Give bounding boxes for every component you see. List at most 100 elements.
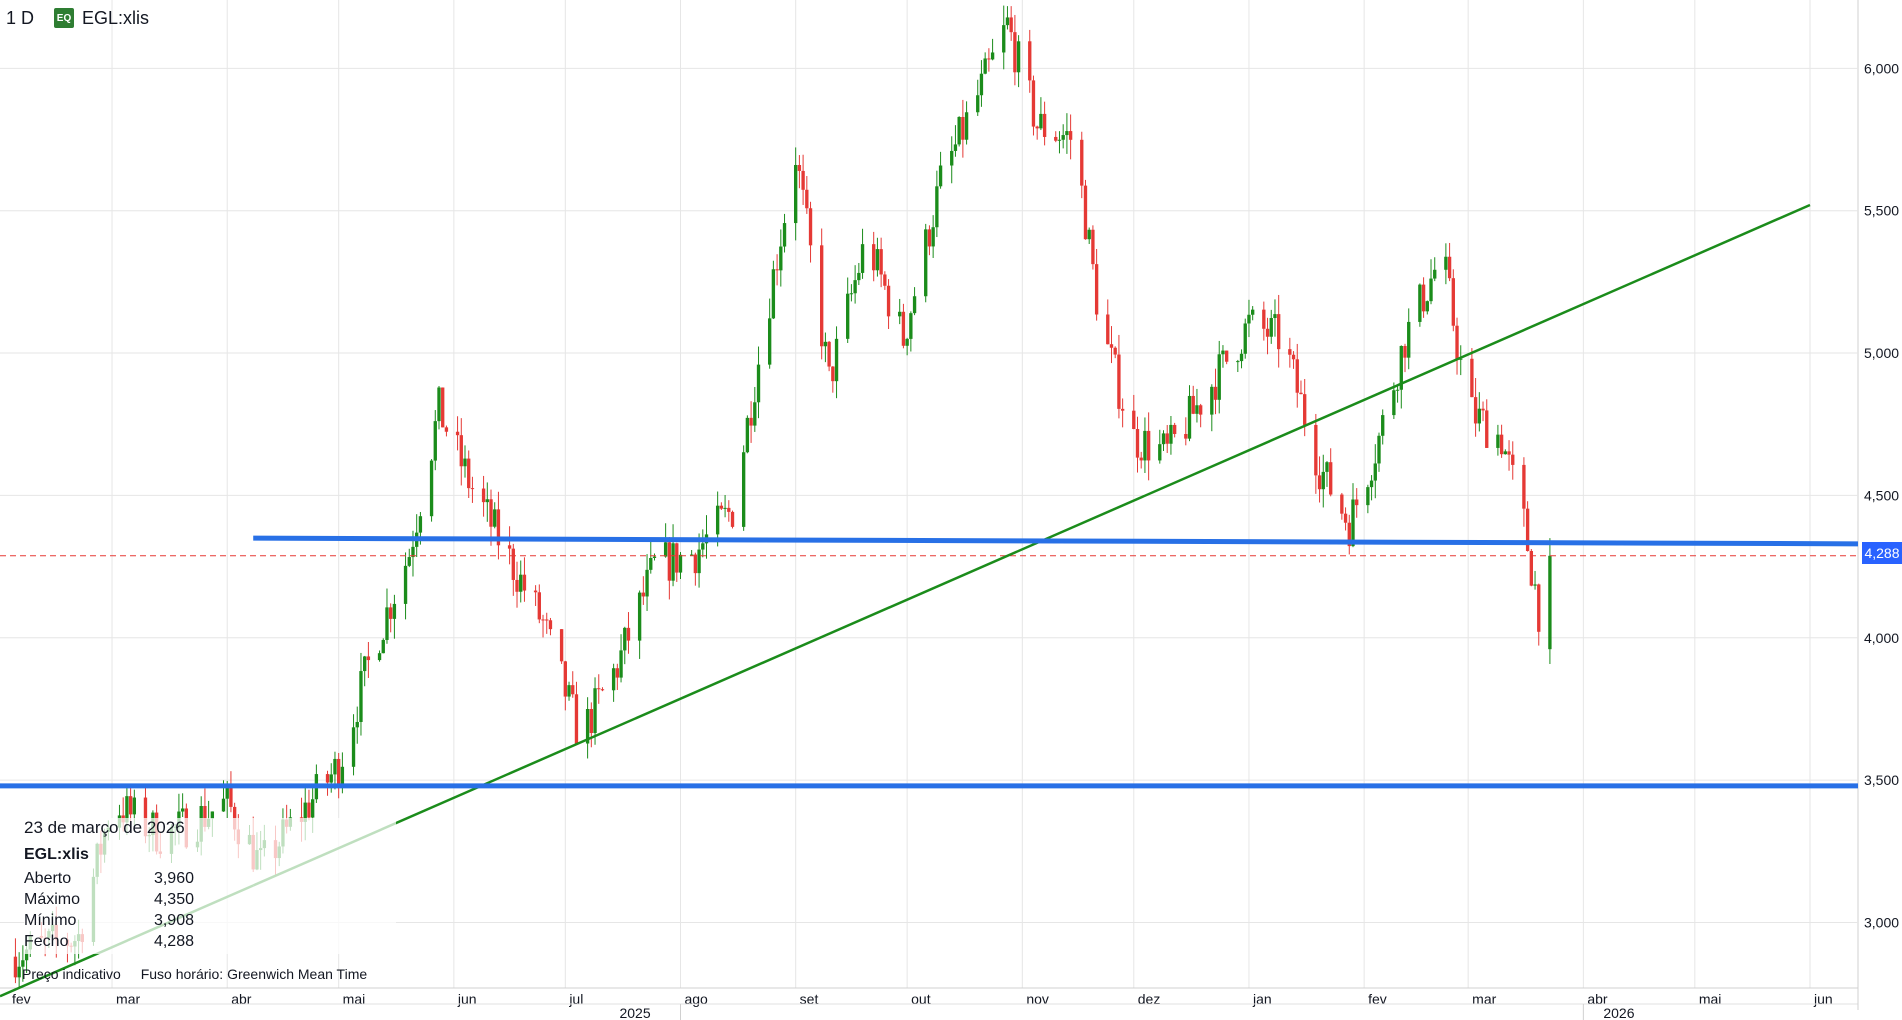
candle-body: [1165, 433, 1169, 444]
timezone-note: Fuso horário: Greenwich Mean Time: [140, 966, 368, 982]
x-tick-label: abr: [231, 991, 252, 1007]
candle-body: [1477, 408, 1481, 424]
info-footer: Preço indicativo Fuso horário: Greenwich…: [22, 966, 383, 982]
candle-body: [723, 507, 727, 509]
candle-body: [827, 341, 831, 367]
candle-body: [1418, 284, 1422, 322]
candle-body: [1239, 353, 1244, 362]
candle-body: [1224, 350, 1229, 362]
candle-body: [329, 774, 333, 783]
candle-body: [794, 164, 798, 224]
interval-label[interactable]: 1 D: [6, 7, 35, 28]
candle-body: [17, 966, 21, 978]
symbol-label[interactable]: EGL:xlis: [82, 7, 150, 28]
info-symbol: EGL:xlis: [24, 846, 89, 863]
candle-body: [1009, 17, 1013, 33]
candle-body: [433, 421, 437, 461]
candle-body: [307, 802, 311, 818]
candle-body: [808, 208, 813, 246]
candle-body: [901, 311, 906, 346]
candle-body: [938, 165, 943, 187]
last-price-tag: 4,288: [1862, 542, 1902, 564]
candle-body: [730, 511, 735, 527]
candle-body: [1399, 345, 1403, 390]
candle-body: [470, 488, 475, 490]
candle-body: [1291, 354, 1296, 360]
info-row-high: Máximo 4,350: [24, 891, 194, 912]
candle-body: [652, 556, 657, 558]
candle-body: [519, 574, 523, 592]
candle-body: [522, 574, 527, 591]
candle-body: [1299, 392, 1303, 395]
candle-body: [1068, 131, 1073, 140]
candle-body: [437, 387, 441, 422]
candle-body: [203, 806, 207, 827]
candle-body: [1161, 433, 1166, 445]
candle-body: [983, 58, 987, 74]
candle-body: [1470, 358, 1474, 398]
x-tick-label: ago: [684, 991, 708, 1007]
candle-body: [1139, 457, 1143, 461]
candle-body: [21, 960, 25, 967]
candle-body: [1355, 499, 1359, 506]
candle-body: [1117, 354, 1121, 409]
candle-body: [1135, 429, 1140, 458]
candle-body: [429, 460, 434, 517]
x-tick-label: mai: [343, 991, 366, 1007]
candle-body: [515, 579, 519, 592]
candle-body: [125, 796, 129, 823]
candle-body: [1210, 386, 1214, 415]
candle-body: [1169, 424, 1173, 444]
candle-body: [678, 554, 683, 573]
candle-body: [1444, 256, 1448, 270]
candle-body: [1109, 344, 1114, 348]
info-label: Máximo: [24, 891, 81, 908]
x-tick-label: jan: [1252, 991, 1272, 1007]
candle-body: [1191, 395, 1195, 414]
candle-body: [771, 269, 776, 319]
candle-body: [1061, 135, 1065, 140]
candle-body: [585, 708, 590, 744]
candle-body: [775, 269, 779, 271]
candle-body: [801, 170, 805, 190]
year-label: 2026: [1603, 1005, 1634, 1020]
x-tick-label: set: [800, 991, 819, 1007]
candle-body: [593, 688, 597, 734]
candle-body: [767, 318, 772, 365]
candle-body: [693, 554, 698, 574]
candle-body: [623, 627, 627, 651]
candle-body: [507, 545, 512, 549]
candle-body: [1533, 584, 1537, 586]
candle-body: [957, 116, 961, 145]
y-tick-label: 4,000: [1864, 630, 1899, 646]
candle-body: [1407, 321, 1411, 358]
candle-body: [459, 435, 463, 467]
candle-body: [1433, 269, 1437, 279]
candle-body: [872, 244, 876, 271]
candle-body: [671, 543, 675, 581]
candle-body: [303, 802, 307, 822]
candle-body: [1269, 318, 1273, 337]
candle-body: [883, 274, 887, 286]
candle-body: [745, 417, 750, 453]
equity-badge-icon: EQ: [54, 8, 75, 28]
y-tick-label: 5,500: [1864, 203, 1899, 219]
candle-body: [1262, 309, 1266, 329]
candle-body: [1351, 499, 1355, 547]
candle-body: [715, 505, 720, 535]
candle-body: [1496, 434, 1500, 448]
y-tick-label: 6,000: [1864, 60, 1899, 76]
candle-body: [1548, 555, 1552, 650]
candle-body: [727, 507, 731, 512]
candle-body: [363, 656, 367, 672]
x-tick-label: mar: [116, 991, 140, 1007]
candle-body: [782, 223, 787, 247]
x-tick-label: fev: [1368, 991, 1387, 1007]
candle-body: [1525, 508, 1530, 551]
candle-body: [210, 811, 215, 819]
candle-body: [1317, 475, 1322, 490]
candle-body: [935, 186, 939, 228]
candle-body: [1529, 550, 1534, 586]
candle-body: [1251, 309, 1255, 315]
candle-body: [377, 653, 382, 661]
